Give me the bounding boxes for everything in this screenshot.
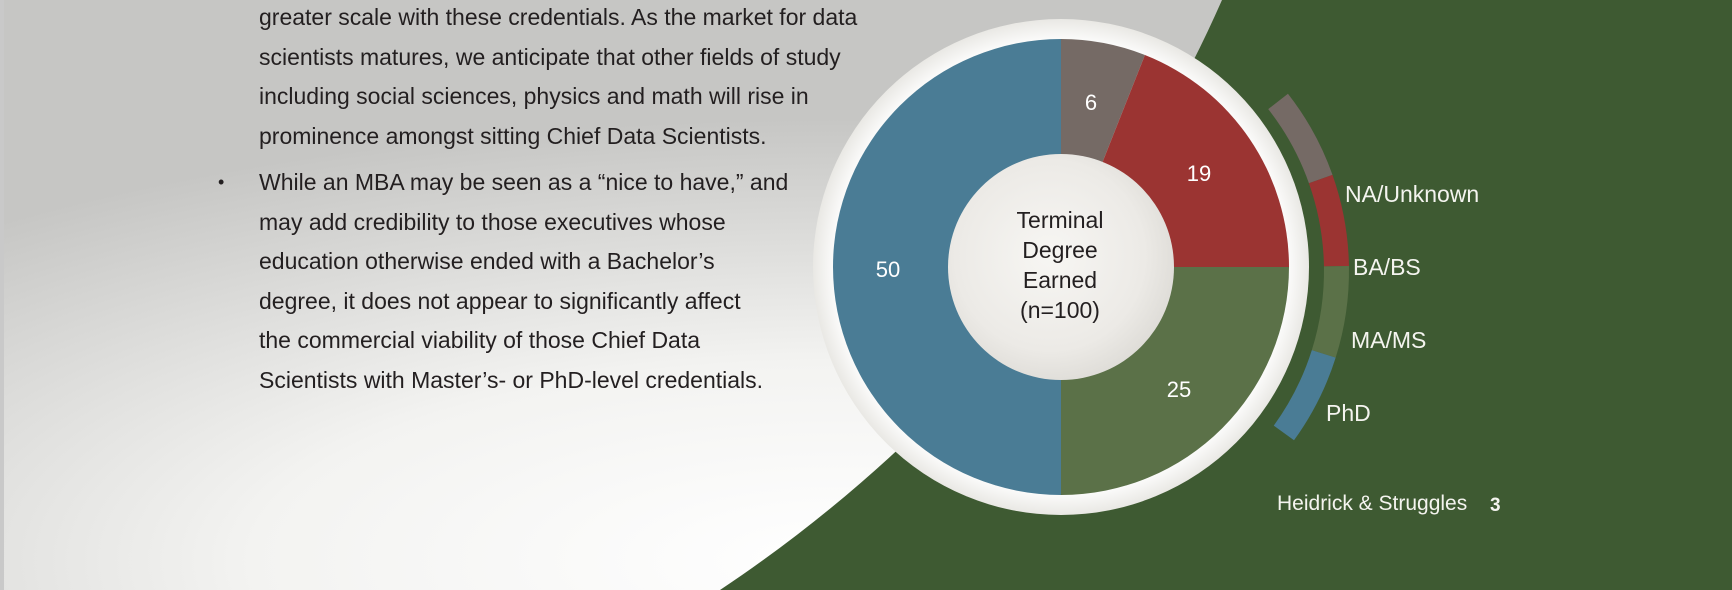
chart-center-label: Terminal Degree Earned (n=100): [1017, 207, 1104, 323]
text-line: including social sciences, physics and m…: [259, 83, 809, 110]
data-label-ma-ms: 25: [1167, 377, 1191, 402]
page-left-edge: [0, 0, 4, 590]
legend-swatch-ba-bs: [1308, 174, 1349, 267]
text-line: the commercial viability of those Chief …: [259, 327, 701, 354]
text-line: Scientists with Master’s- or PhD-level c…: [259, 366, 764, 393]
legend-label-phd: PhD: [1326, 400, 1371, 426]
legend-label-na-unknown: NA/Unknown: [1345, 181, 1479, 207]
body-paragraph: greater scale with these credentials. As…: [259, 0, 939, 156]
footer-brand: Heidrick & Struggles: [1277, 492, 1468, 515]
text-line: may add credibility to those executives …: [259, 208, 726, 235]
bullet-paragraph: • While an MBA may be seen as a “nice to…: [218, 163, 819, 401]
legend-swatch-phd: [1273, 350, 1336, 441]
data-label-phd: 50: [876, 257, 900, 282]
text-line: education otherwise ended with a Bachelo…: [259, 248, 715, 275]
legend-swatch-ma-ms: [1311, 265, 1349, 358]
legend-label-ma-ms: MA/MS: [1351, 327, 1426, 353]
text-line: prominence amongst sitting Chief Data Sc…: [259, 122, 767, 149]
legend-swatch-na-unknown: [1268, 93, 1333, 184]
pie-slice-phd: [833, 39, 1061, 495]
legend-arc: [1268, 93, 1349, 441]
page-number: 3: [1490, 495, 1501, 516]
data-label-na-unknown: 6: [1085, 90, 1097, 115]
center-label-line: (n=100): [1020, 297, 1100, 323]
data-label-ba-bs: 19: [1187, 161, 1211, 186]
center-label-line: Degree: [1022, 237, 1097, 263]
chart-center-hole: [948, 154, 1174, 380]
text-line: greater scale with these credentials. As…: [259, 4, 858, 30]
text-line: degree, it does not appear to significan…: [259, 287, 741, 314]
center-label-line: Terminal: [1017, 207, 1104, 233]
legend-label-ba-bs: BA/BS: [1353, 254, 1421, 280]
text-line: scientists matures, we anticipate that o…: [259, 43, 841, 70]
center-label-line: Earned: [1023, 267, 1097, 293]
text-line: While an MBA may be seen as a “nice to h…: [259, 169, 789, 195]
bullet-icon: •: [218, 172, 225, 192]
